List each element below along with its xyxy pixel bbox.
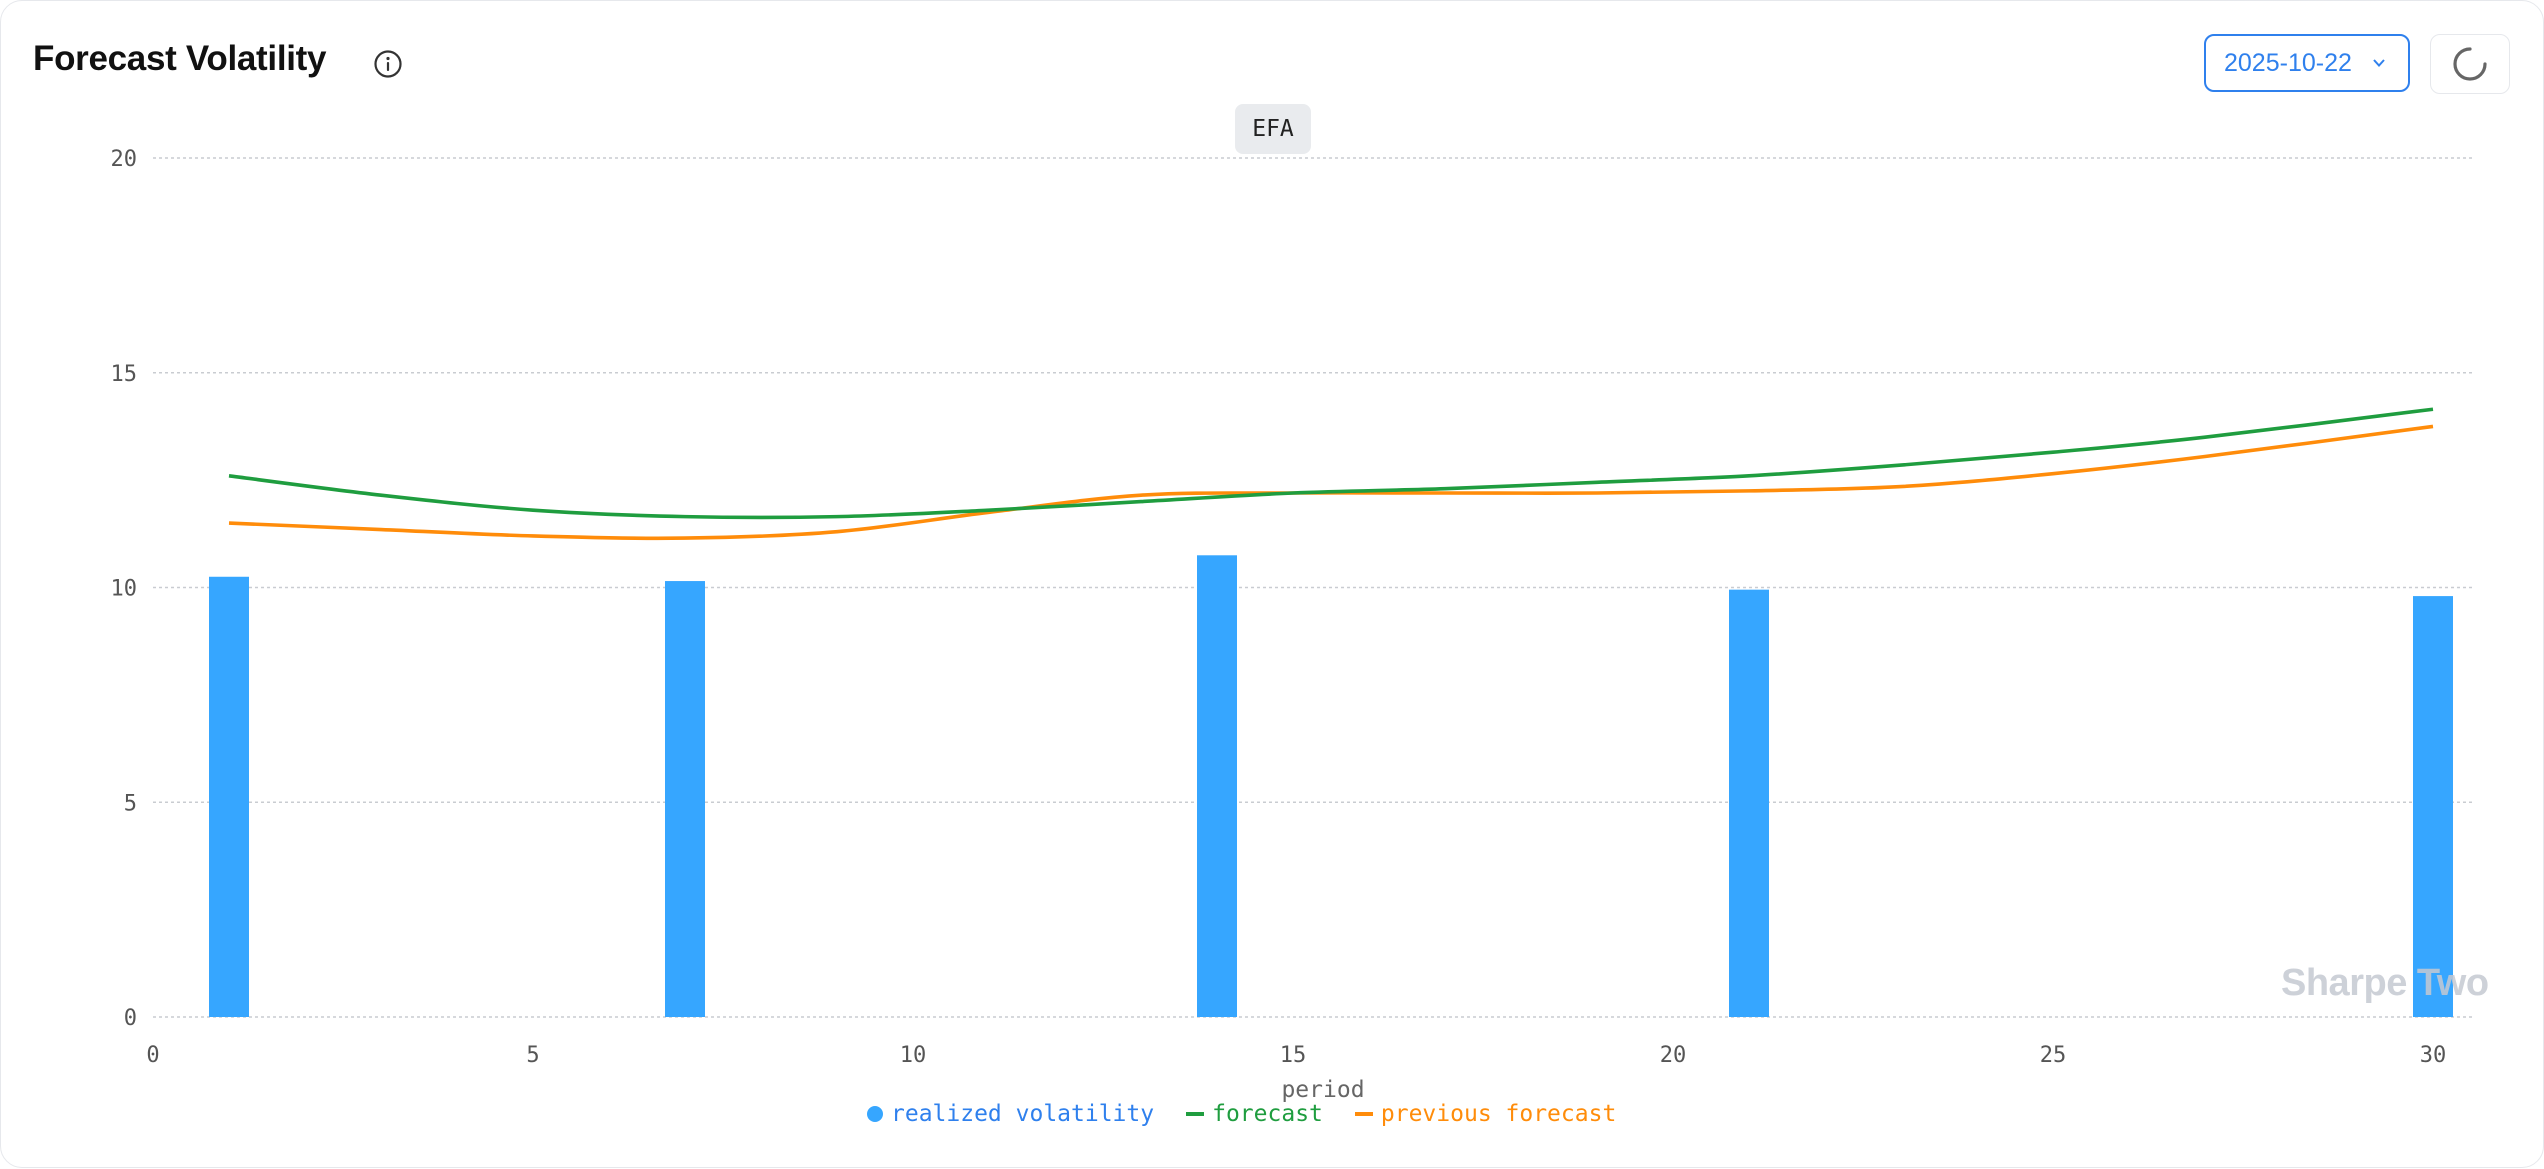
date-select[interactable]: 2025-10-22 xyxy=(2204,34,2410,92)
y-tick-label: 20 xyxy=(111,147,138,172)
legend-label-realized: realized volatility xyxy=(891,1101,1155,1127)
previous-forecast-line xyxy=(228,424,2434,541)
x-tick-label: 0 xyxy=(146,1043,159,1068)
legend-label-previous-forecast: previous forecast xyxy=(1380,1101,1617,1127)
bar xyxy=(1729,589,1769,1017)
chart-legend: realized volatility forecast previous fo… xyxy=(867,1101,1616,1127)
x-tick-label: 25 xyxy=(2040,1043,2067,1068)
date-select-value: 2025-10-22 xyxy=(2224,48,2352,77)
x-tick-label: 30 xyxy=(2420,1043,2447,1068)
x-tick-label: 5 xyxy=(526,1043,539,1068)
y-tick-label: 0 xyxy=(124,1006,137,1031)
legend-item-forecast[interactable]: forecast xyxy=(1186,1101,1323,1127)
watermark: Sharpe Two xyxy=(2281,962,2489,1004)
legend-label-forecast: forecast xyxy=(1212,1101,1323,1127)
info-icon[interactable] xyxy=(373,49,403,79)
x-tick-label: 10 xyxy=(900,1043,927,1068)
refresh-button[interactable] xyxy=(2430,34,2510,94)
legend-line-icon xyxy=(1354,1112,1373,1116)
x-axis-label: period xyxy=(1281,1077,1364,1103)
ticker-badge: EFA xyxy=(1235,104,1311,154)
y-tick-label: 15 xyxy=(111,362,138,387)
x-tick-label: 20 xyxy=(1660,1043,1687,1068)
forecast-line xyxy=(228,407,2434,520)
legend-item-previous-forecast[interactable]: previous forecast xyxy=(1354,1101,1617,1127)
page-title: Forecast Volatility xyxy=(33,39,327,78)
bar xyxy=(1197,555,1237,1017)
legend-line-icon xyxy=(1186,1112,1205,1116)
x-tick-label: 15 xyxy=(1280,1043,1307,1068)
legend-item-realized[interactable]: realized volatility xyxy=(867,1101,1154,1127)
legend-dot-icon xyxy=(867,1106,883,1122)
chevron-down-icon xyxy=(2373,59,2385,67)
bar xyxy=(209,576,249,1017)
bar xyxy=(665,581,705,1017)
spinner-icon xyxy=(2453,47,2487,81)
y-tick-label: 5 xyxy=(124,791,137,816)
y-tick-label: 10 xyxy=(111,577,138,602)
bar xyxy=(2413,596,2453,1017)
